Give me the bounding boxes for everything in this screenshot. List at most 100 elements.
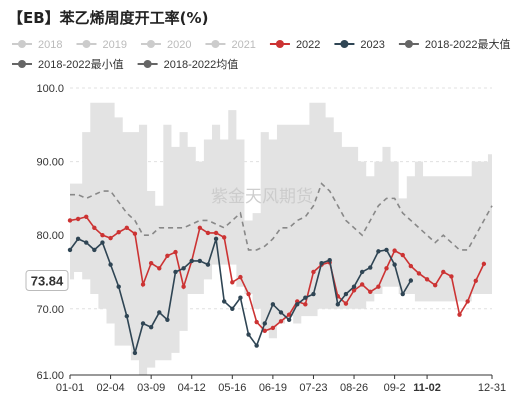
data-point[interactable] <box>132 350 138 356</box>
data-point[interactable] <box>286 317 292 323</box>
legend-item-2018-2022最大值[interactable]: 2018-2022最大值 <box>398 37 511 51</box>
legend-item-2018-2022最小值[interactable]: 2018-2022最小值 <box>12 58 124 71</box>
data-point[interactable] <box>376 284 381 289</box>
data-point[interactable] <box>392 262 397 267</box>
data-point[interactable] <box>140 282 146 287</box>
data-point[interactable] <box>408 263 414 269</box>
data-point[interactable] <box>67 218 73 223</box>
data-point[interactable] <box>351 284 357 289</box>
data-point[interactable] <box>148 260 154 266</box>
data-point[interactable] <box>303 295 308 300</box>
data-point[interactable] <box>148 324 154 330</box>
data-point[interactable] <box>400 252 405 258</box>
data-point[interactable] <box>246 332 251 337</box>
data-point[interactable] <box>449 274 454 279</box>
data-point[interactable] <box>392 248 397 253</box>
data-point[interactable] <box>124 313 130 319</box>
data-point[interactable] <box>481 261 487 267</box>
legend-item-2018-2022均值[interactable]: 2018-2022均值 <box>137 58 239 71</box>
legend-item-2021[interactable]: 2021 <box>205 39 256 51</box>
data-point[interactable] <box>335 302 341 307</box>
data-point[interactable] <box>157 310 162 315</box>
data-point[interactable] <box>116 230 121 235</box>
data-point[interactable] <box>181 266 186 271</box>
data-point[interactable] <box>108 262 113 267</box>
data-point[interactable] <box>230 306 235 311</box>
data-point[interactable] <box>278 319 284 324</box>
data-point[interactable] <box>213 236 219 242</box>
data-point[interactable] <box>473 278 478 284</box>
data-point[interactable] <box>327 258 332 263</box>
data-point[interactable] <box>432 283 438 288</box>
data-point[interactable] <box>441 269 446 275</box>
data-point[interactable] <box>67 247 73 253</box>
data-point[interactable] <box>157 266 162 271</box>
data-point[interactable] <box>262 328 267 334</box>
data-point[interactable] <box>343 291 349 297</box>
data-point[interactable] <box>262 321 267 326</box>
data-point[interactable] <box>230 280 235 285</box>
data-point[interactable] <box>75 216 81 222</box>
data-point[interactable] <box>100 240 105 245</box>
data-point[interactable] <box>165 253 170 258</box>
data-point[interactable] <box>205 262 211 267</box>
data-point[interactable] <box>84 214 89 219</box>
data-point[interactable] <box>295 302 300 307</box>
legend-item-2019[interactable]: 2019 <box>76 39 127 51</box>
data-point[interactable] <box>221 299 227 304</box>
data-point[interactable] <box>246 291 251 297</box>
data-point[interactable] <box>270 325 276 331</box>
data-point[interactable] <box>165 317 170 323</box>
data-point[interactable] <box>278 310 284 315</box>
legend-item-2020[interactable]: 2020 <box>140 39 191 51</box>
data-point[interactable] <box>311 269 316 275</box>
data-point[interactable] <box>400 291 405 297</box>
data-point[interactable] <box>311 291 316 297</box>
data-point[interactable] <box>75 236 81 242</box>
data-point[interactable] <box>140 321 146 326</box>
data-point[interactable] <box>384 247 389 253</box>
data-point[interactable] <box>92 225 97 231</box>
data-point[interactable] <box>238 295 243 300</box>
data-point[interactable] <box>173 249 178 255</box>
data-point[interactable] <box>351 288 357 293</box>
data-point[interactable] <box>457 312 462 317</box>
data-point[interactable] <box>132 231 138 236</box>
data-point[interactable] <box>408 278 414 283</box>
data-point[interactable] <box>376 249 381 254</box>
data-point[interactable] <box>197 225 203 231</box>
data-point[interactable] <box>424 277 430 282</box>
data-point[interactable] <box>108 235 113 241</box>
data-point[interactable] <box>238 274 243 280</box>
data-point[interactable] <box>173 269 178 275</box>
data-point[interactable] <box>416 271 422 276</box>
legend-item-2023[interactable]: 2023 <box>334 39 385 51</box>
data-point[interactable] <box>319 260 324 266</box>
data-point[interactable] <box>359 282 365 287</box>
data-point[interactable] <box>205 230 211 236</box>
legend-item-2018[interactable]: 2018 <box>12 39 62 51</box>
data-point[interactable] <box>92 247 97 253</box>
data-point[interactable] <box>368 289 373 295</box>
data-point[interactable] <box>270 302 276 307</box>
data-point[interactable] <box>124 225 130 231</box>
data-point[interactable] <box>303 302 308 307</box>
data-point[interactable] <box>213 230 219 236</box>
data-point[interactable] <box>286 312 292 317</box>
data-point[interactable] <box>254 319 259 325</box>
data-point[interactable] <box>84 240 89 245</box>
data-point[interactable] <box>221 235 227 240</box>
data-point[interactable] <box>368 265 373 270</box>
legend-item-2022[interactable]: 2022 <box>269 39 320 51</box>
data-point[interactable] <box>359 269 365 275</box>
data-point[interactable] <box>116 284 121 289</box>
legend-label: 2018-2022均值 <box>164 58 239 71</box>
data-point[interactable] <box>100 232 105 238</box>
data-point[interactable] <box>384 266 389 271</box>
data-point[interactable] <box>343 301 349 306</box>
data-point[interactable] <box>254 343 259 348</box>
data-point[interactable] <box>197 258 203 264</box>
data-point[interactable] <box>189 258 194 264</box>
data-point[interactable] <box>181 284 186 289</box>
data-point[interactable] <box>465 299 470 304</box>
